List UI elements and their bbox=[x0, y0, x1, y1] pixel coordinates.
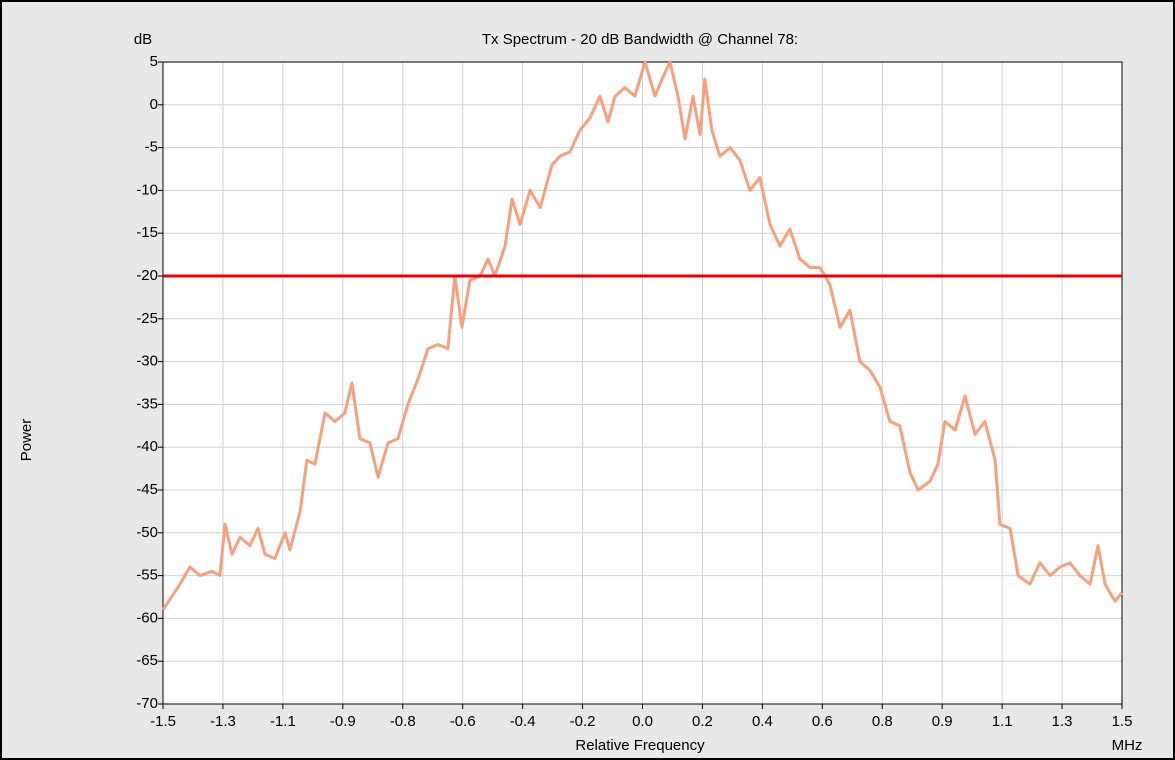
x-tick-label: -1.5 bbox=[150, 713, 176, 730]
x-tick-label: -1.1 bbox=[270, 713, 296, 730]
y-tick-label: -15 bbox=[136, 224, 158, 241]
y-tick-label: 5 bbox=[150, 53, 158, 70]
y-tick-label: 0 bbox=[150, 96, 158, 113]
x-tick-label: 0.6 bbox=[812, 713, 833, 730]
x-tick-label: 0.4 bbox=[752, 713, 773, 730]
y-tick-label: -35 bbox=[136, 395, 158, 412]
x-tick-label: -1.3 bbox=[210, 713, 236, 730]
x-axis-label: Relative Frequency bbox=[575, 737, 705, 754]
x-tick-label: 0.2 bbox=[692, 713, 713, 730]
y-unit: dB bbox=[134, 31, 152, 48]
x-tick-label: -0.9 bbox=[330, 713, 356, 730]
x-tick-label: -0.2 bbox=[570, 713, 596, 730]
y-tick-label: -10 bbox=[136, 181, 158, 198]
x-tick-label: 1.3 bbox=[1052, 713, 1073, 730]
spectrum-line bbox=[161, 60, 1124, 611]
y-tick-label: -55 bbox=[136, 567, 158, 584]
y-tick-label: -5 bbox=[145, 139, 158, 156]
x-tick-label: -0.4 bbox=[510, 713, 536, 730]
x-tick-label: -0.8 bbox=[390, 713, 416, 730]
plot-border bbox=[162, 61, 1123, 705]
x-tick-label: 0.0 bbox=[632, 713, 653, 730]
y-tick-label: -30 bbox=[136, 353, 158, 370]
y-tick-label: -70 bbox=[136, 695, 158, 712]
x-tick-label: 0.9 bbox=[932, 713, 953, 730]
chart-title: Tx Spectrum - 20 dB Bandwidth @ Channel … bbox=[482, 31, 798, 48]
y-tick-label: -45 bbox=[136, 481, 158, 498]
y-axis-label: Power bbox=[18, 419, 35, 462]
y-tick-label: -65 bbox=[136, 652, 158, 669]
x-unit: MHz bbox=[1112, 737, 1143, 754]
y-tick-label: -25 bbox=[136, 310, 158, 327]
x-tick-label: 1.5 bbox=[1112, 713, 1133, 730]
x-tick-label: 0.8 bbox=[872, 713, 893, 730]
y-tick-label: -20 bbox=[136, 267, 158, 284]
y-tick-label: -40 bbox=[136, 438, 158, 455]
y-tick-label: -50 bbox=[136, 524, 158, 541]
x-tick-label: 1.1 bbox=[992, 713, 1013, 730]
y-tick-label: -60 bbox=[136, 609, 158, 626]
x-tick-label: -0.6 bbox=[450, 713, 476, 730]
